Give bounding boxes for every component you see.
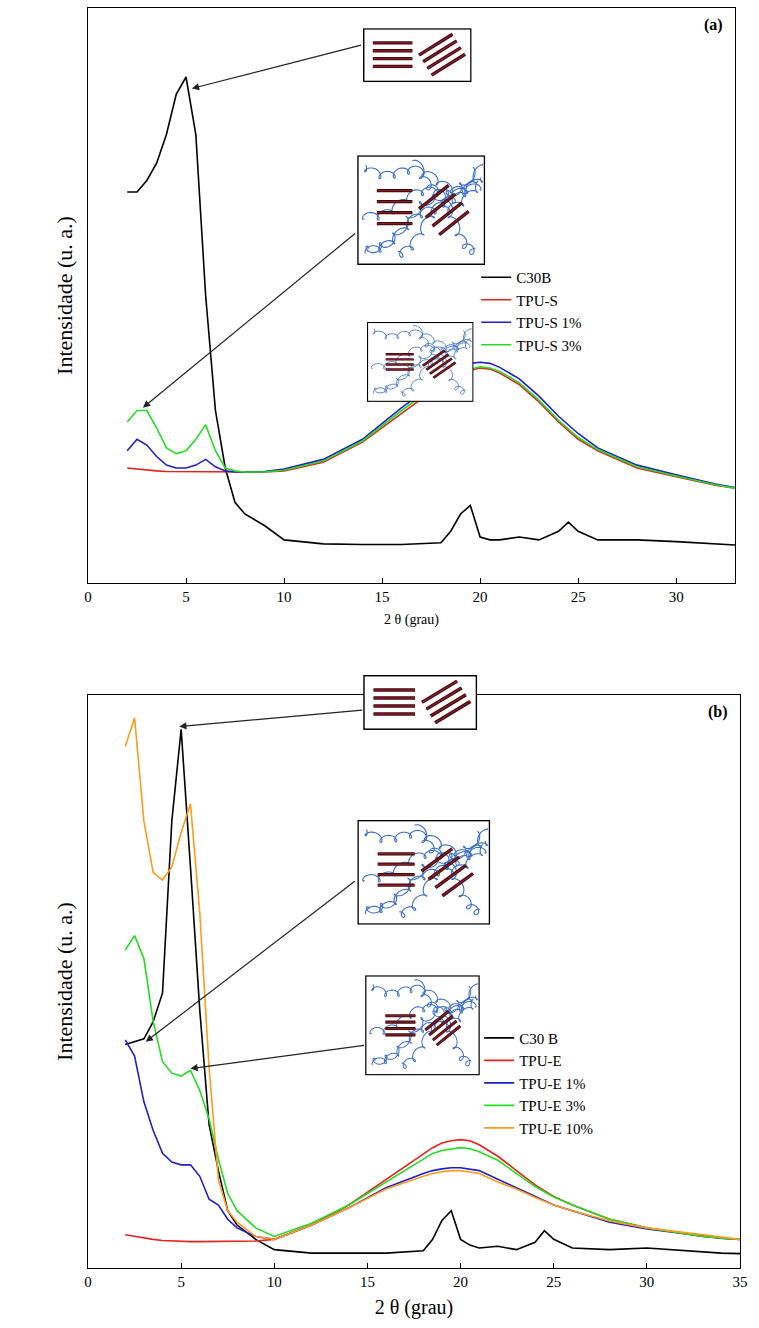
svg-text:25: 25 [546, 1274, 561, 1290]
svg-text:25: 25 [571, 589, 586, 605]
svg-text:15: 15 [375, 589, 390, 605]
svg-text:TPU-S: TPU-S [516, 293, 558, 309]
svg-text:TPU-S 3%: TPU-S 3% [516, 338, 581, 354]
svg-text:15: 15 [360, 1274, 375, 1290]
svg-text:20: 20 [453, 1274, 468, 1290]
svg-text:30: 30 [639, 1274, 654, 1290]
svg-text:TPU-E 10%: TPU-E 10% [519, 1121, 593, 1137]
svg-text:30: 30 [669, 589, 684, 605]
svg-text:(a): (a) [704, 16, 723, 34]
svg-text:0: 0 [84, 1274, 92, 1290]
svg-text:10: 10 [277, 589, 292, 605]
svg-text:TPU-E 1%: TPU-E 1% [519, 1076, 585, 1092]
svg-text:5: 5 [182, 589, 190, 605]
svg-text:2 θ (grau): 2 θ (grau) [384, 612, 439, 628]
svg-text:(b): (b) [708, 703, 728, 721]
svg-text:2 θ (grau): 2 θ (grau) [375, 1296, 453, 1319]
svg-text:TPU-S 1%: TPU-S 1% [516, 315, 581, 331]
svg-text:TPU-E 3%: TPU-E 3% [519, 1098, 585, 1114]
svg-text:Intensidade (u. a.): Intensidade (u. a.) [52, 902, 77, 1061]
svg-text:C30B: C30B [516, 270, 551, 286]
svg-text:Intensidade (u. a.): Intensidade (u. a.) [52, 216, 77, 375]
svg-text:0: 0 [84, 589, 92, 605]
svg-text:C30 B: C30 B [519, 1031, 558, 1047]
svg-text:35: 35 [733, 1274, 748, 1290]
svg-text:5: 5 [177, 1274, 185, 1290]
svg-text:TPU-E: TPU-E [519, 1053, 562, 1069]
svg-text:20: 20 [473, 589, 488, 605]
svg-text:10: 10 [267, 1274, 282, 1290]
